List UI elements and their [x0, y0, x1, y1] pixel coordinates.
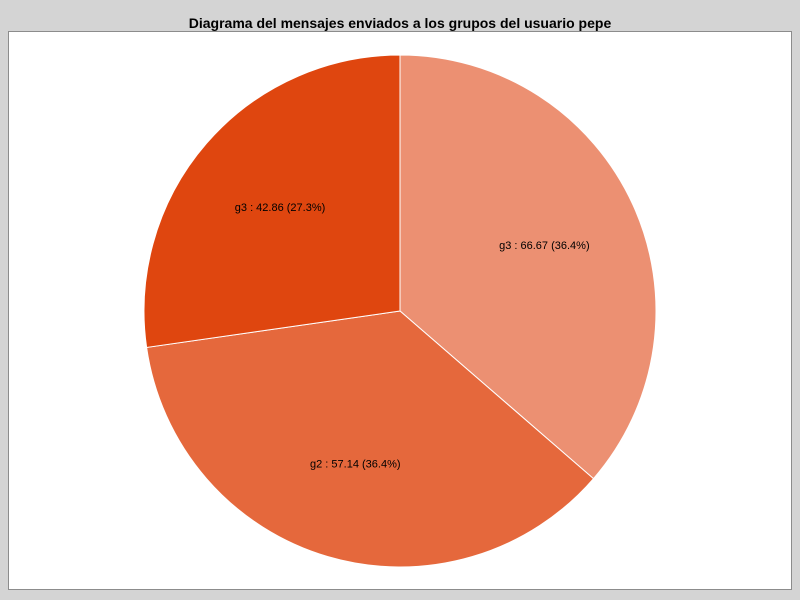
pie-slice-label-0: g3 : 66.67 (36.4%) — [499, 240, 590, 252]
chart-title: Diagrama del mensajes enviados a los gru… — [188, 15, 612, 31]
pie-slice-g3-0 — [399, 54, 657, 480]
pie-slice-g2-1 — [146, 310, 595, 568]
pie-slice-g3-2 — [143, 54, 401, 348]
pie-slice-label-2: g3 : 42.86 (27.3%) — [235, 202, 326, 214]
pie-slice-label-1: g2 : 57.14 (36.4%) — [310, 458, 401, 470]
